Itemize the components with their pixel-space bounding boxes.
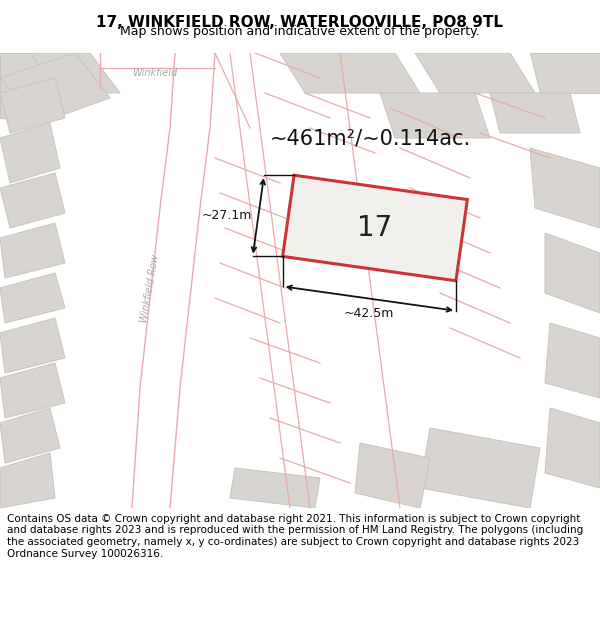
Text: Contains OS data © Crown copyright and database right 2021. This information is : Contains OS data © Crown copyright and d… <box>7 514 583 559</box>
Polygon shape <box>283 175 467 281</box>
Polygon shape <box>530 148 600 228</box>
Polygon shape <box>280 53 420 93</box>
Polygon shape <box>0 53 60 118</box>
Polygon shape <box>0 318 65 373</box>
Text: 17: 17 <box>358 214 392 242</box>
Text: 17, WINKFIELD ROW, WATERLOOVILLE, PO8 9TL: 17, WINKFIELD ROW, WATERLOOVILLE, PO8 9T… <box>97 15 503 30</box>
Polygon shape <box>355 443 430 508</box>
Polygon shape <box>0 363 65 418</box>
Polygon shape <box>0 53 110 123</box>
Polygon shape <box>230 468 320 508</box>
Polygon shape <box>380 93 490 138</box>
Text: ~27.1m: ~27.1m <box>202 209 253 222</box>
Polygon shape <box>545 408 600 488</box>
Polygon shape <box>0 408 60 463</box>
Polygon shape <box>30 53 120 93</box>
Polygon shape <box>0 173 65 228</box>
Text: Map shows position and indicative extent of the property.: Map shows position and indicative extent… <box>120 25 480 38</box>
Polygon shape <box>545 233 600 313</box>
Text: ~42.5m: ~42.5m <box>344 307 394 319</box>
Polygon shape <box>530 53 600 93</box>
Polygon shape <box>0 453 55 508</box>
Polygon shape <box>415 53 535 93</box>
Text: Winkfield: Winkfield <box>133 68 178 78</box>
Polygon shape <box>0 273 65 323</box>
Polygon shape <box>545 323 600 398</box>
Polygon shape <box>0 223 65 278</box>
Text: Winkfield Row: Winkfield Row <box>139 253 161 323</box>
Polygon shape <box>0 123 60 183</box>
Text: ~461m²/~0.114ac.: ~461m²/~0.114ac. <box>269 128 470 148</box>
Polygon shape <box>0 78 65 133</box>
Polygon shape <box>490 93 580 133</box>
Polygon shape <box>420 428 540 508</box>
